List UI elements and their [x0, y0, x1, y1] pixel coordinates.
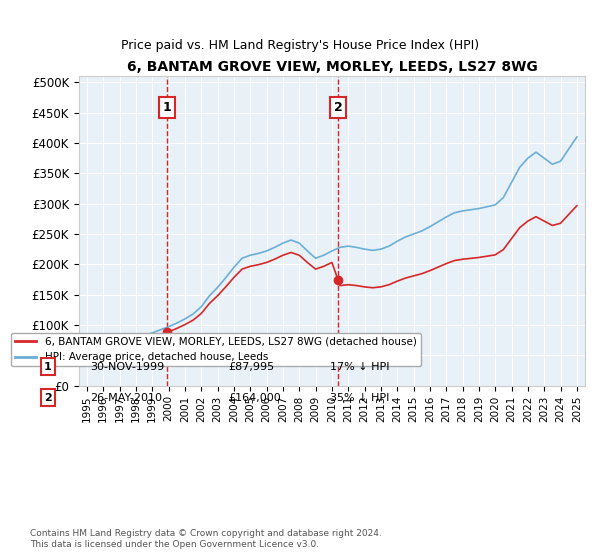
Text: £87,995: £87,995 [228, 362, 274, 372]
Text: Contains HM Land Registry data © Crown copyright and database right 2024.
This d: Contains HM Land Registry data © Crown c… [30, 529, 382, 549]
Text: 1: 1 [44, 362, 52, 372]
Text: 2: 2 [44, 393, 52, 403]
Text: 1: 1 [163, 101, 172, 114]
Text: 2: 2 [334, 101, 343, 114]
Text: 35% ↓ HPI: 35% ↓ HPI [330, 393, 389, 403]
Legend: 6, BANTAM GROVE VIEW, MORLEY, LEEDS, LS27 8WG (detached house), HPI: Average pri: 6, BANTAM GROVE VIEW, MORLEY, LEEDS, LS2… [11, 333, 421, 366]
Text: £164,000: £164,000 [228, 393, 281, 403]
Text: Price paid vs. HM Land Registry's House Price Index (HPI): Price paid vs. HM Land Registry's House … [121, 39, 479, 52]
Title: 6, BANTAM GROVE VIEW, MORLEY, LEEDS, LS27 8WG: 6, BANTAM GROVE VIEW, MORLEY, LEEDS, LS2… [127, 60, 537, 74]
Text: 17% ↓ HPI: 17% ↓ HPI [330, 362, 389, 372]
Text: 26-MAY-2010: 26-MAY-2010 [90, 393, 162, 403]
Text: 30-NOV-1999: 30-NOV-1999 [90, 362, 164, 372]
